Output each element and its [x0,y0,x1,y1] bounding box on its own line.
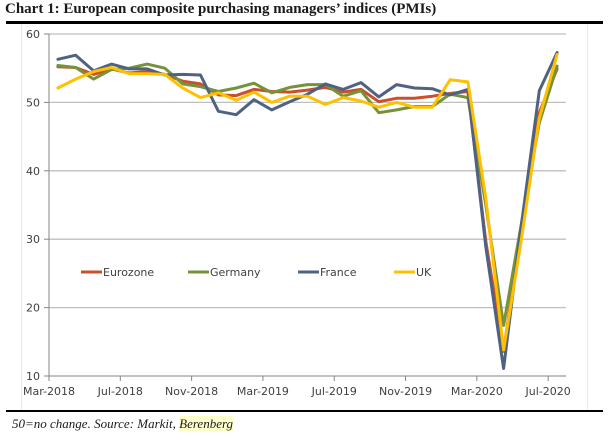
x-tick-labels: Mar-2018 Jul-2018 Nov-2018 Mar-2019 Jul-2019… [23,385,571,398]
y-tick-label: 50 [26,96,40,109]
legend-label-uk: UK [416,266,432,279]
y-tick-label: 60 [26,28,40,41]
x-tick-label: Mar-2019 [237,385,289,398]
x-tick-label: Jul-2019 [311,385,357,398]
legend-label-germany: Germany [210,266,261,279]
y-tick-label: 10 [26,370,40,383]
series-line-uk [56,53,559,352]
x-tick-label: Nov-2018 [165,385,218,398]
x-tick-label: Jul-2020 [525,385,571,398]
axes [44,33,566,381]
y-tick-labels: 10 20 30 40 50 60 [26,28,40,383]
y-tick-label: 40 [26,165,40,178]
top-rule [6,21,603,24]
series-line-germany [56,62,559,327]
series-lines [56,51,559,370]
y-tick-label: 20 [26,302,40,315]
x-tick-label: Mar-2018 [23,385,75,398]
x-tick-label: Jul-2018 [97,385,143,398]
x-tick-label: Nov-2019 [379,385,432,398]
legend: Eurozone Germany France UK [81,266,432,279]
series-line-france [56,51,559,370]
bottom-rule [6,410,603,412]
legend-label-france: France [320,266,357,279]
footnote-text: 50=no change. Source: Markit, [12,416,180,431]
legend-label-eurozone: Eurozone [103,266,154,279]
footnote: 50=no change. Source: Markit, Berenberg [12,416,234,432]
y-tick-label: 30 [26,233,40,246]
x-tick-label: Mar-2020 [451,385,503,398]
chart-frame [21,24,588,410]
chart-title: Chart 1: European composite purchasing m… [5,1,437,17]
footnote-source-highlight: Berenberg [179,416,234,431]
